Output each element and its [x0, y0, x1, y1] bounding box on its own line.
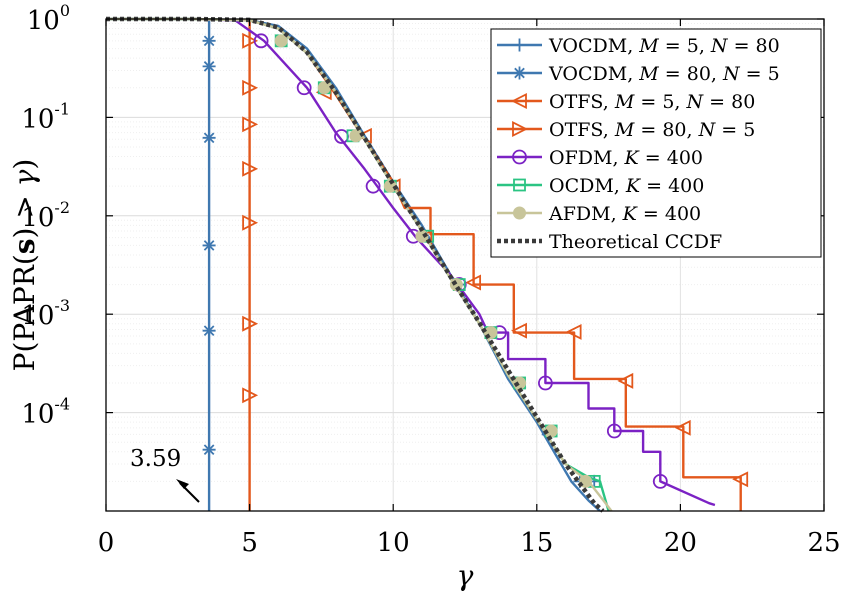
data-marker [202, 59, 216, 73]
data-marker [242, 315, 259, 332]
y-label-bold: s [8, 238, 41, 254]
x-tick-label: 20 [664, 528, 697, 558]
data-marker [202, 324, 216, 338]
data-marker [538, 375, 553, 391]
data-marker [617, 372, 634, 389]
legend-entry-2: OTFS, M = 5, N = 80 [497, 91, 755, 113]
data-marker [242, 116, 259, 133]
y-tick-label: 10-3 [21, 296, 70, 331]
data-marker [652, 473, 668, 489]
data-marker [253, 33, 269, 49]
legend-swatch-marker [512, 149, 527, 165]
y-tick-label: 10-4 [21, 395, 70, 430]
legend-label: VOCDM, M = 5, N = 80 [548, 35, 780, 57]
y-tick-label: 10-1 [21, 99, 70, 134]
y-label-gamma: γ [8, 169, 41, 186]
y-axis-label: P(PAPR(s) > γ) [8, 159, 41, 372]
data-marker [606, 423, 622, 439]
legend-entry-3: OTFS, M = 80, N = 5 [497, 119, 755, 141]
series-1 [202, 19, 216, 511]
data-marker [202, 34, 216, 48]
legend-label: OCDM, K = 400 [549, 175, 704, 197]
legend-swatch-marker [512, 121, 529, 137]
legend-entry-4: OFDM, K = 400 [497, 147, 703, 169]
data-marker [296, 80, 312, 96]
data-marker [242, 160, 259, 177]
data-marker [202, 131, 216, 145]
legend: VOCDM, M = 5, N = 80 VOCDM, M = 80, N = 5… [490, 28, 822, 258]
x-tick-label: 10 [377, 528, 410, 558]
legend-swatch-marker [513, 66, 526, 80]
y-tick-label: 100 [27, 1, 70, 36]
y-tick-label: 10-2 [21, 198, 70, 233]
series-line [106, 17, 716, 507]
annotation-359: 3.59 [130, 446, 200, 503]
series-layer [106, 16, 749, 513]
y-label-suffix: ) [8, 159, 41, 170]
legend-entry-1: VOCDM, M = 80, N = 5 [497, 63, 780, 85]
x-tick-label: 15 [520, 528, 553, 558]
plot-frame [105, 18, 825, 512]
legend-label: OTFS, M = 5, N = 80 [549, 91, 755, 113]
x-axis-label: γ [457, 559, 474, 592]
data-marker [565, 324, 582, 340]
x-tick-label: 5 [241, 528, 258, 558]
legend-entry-6: AFDM, K = 400 [497, 203, 701, 225]
data-marker [674, 419, 691, 436]
data-marker [511, 322, 527, 339]
legend-swatch-marker [513, 206, 526, 220]
data-marker [349, 129, 363, 143]
x-tick-label: 0 [98, 528, 115, 558]
data-marker [202, 238, 216, 252]
data-marker [732, 471, 749, 488]
legend-entry-5: OCDM, K = 400 [497, 175, 704, 197]
y-label-middle: ) > [8, 186, 41, 238]
legend-swatch-marker [510, 93, 527, 109]
legend-entry-7: Theoretical CCDF [497, 231, 722, 253]
y-label-prefix: P(PAPR( [8, 254, 41, 371]
data-marker [242, 32, 259, 49]
data-marker [242, 79, 259, 96]
annotation-arrowhead [176, 479, 189, 489]
data-marker [242, 214, 259, 231]
annotation-text: 3.59 [130, 446, 181, 472]
legend-entry-0: VOCDM, M = 5, N = 80 [497, 35, 780, 57]
series-line [106, 16, 605, 513]
legend-swatch-marker [513, 178, 526, 192]
legend-box [490, 28, 822, 258]
x-tick-label: 25 [807, 528, 840, 558]
axis-ticks: 0 5 10 15 20 25 100 10-1 10-2 10-3 10-4 [21, 1, 840, 558]
data-marker [274, 34, 288, 48]
data-marker [202, 443, 216, 457]
legend-label: VOCDM, M = 80, N = 5 [548, 63, 780, 85]
legend-label: AFDM, K = 400 [548, 203, 701, 225]
data-marker [242, 387, 259, 404]
data-marker [365, 178, 381, 194]
data-marker [317, 81, 331, 95]
legend-label: Theoretical CCDF [549, 231, 722, 253]
legend-label: OFDM, K = 400 [549, 147, 703, 169]
series-7 [106, 16, 605, 513]
series-3 [242, 19, 259, 511]
data-marker [465, 274, 482, 291]
legend-label: OTFS, M = 80, N = 5 [549, 119, 755, 141]
legend-swatch-marker [513, 38, 526, 52]
